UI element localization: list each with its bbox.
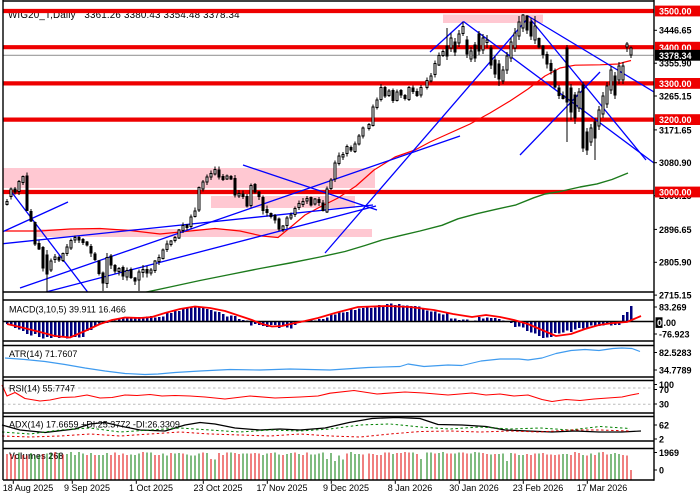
svg-text:70: 70 bbox=[659, 385, 669, 395]
svg-text:3500.00: 3500.00 bbox=[659, 7, 692, 17]
svg-text:3446.65: 3446.65 bbox=[659, 26, 692, 36]
svg-text:2715.15: 2715.15 bbox=[659, 291, 692, 301]
svg-text:3355.90: 3355.90 bbox=[659, 59, 692, 69]
svg-text:9 Dec 2025: 9 Dec 2025 bbox=[323, 483, 369, 493]
svg-text:3080.90: 3080.90 bbox=[659, 158, 692, 168]
svg-text:83.269: 83.269 bbox=[659, 302, 687, 312]
svg-text:3171.65: 3171.65 bbox=[659, 125, 692, 135]
svg-text:82.5283: 82.5283 bbox=[659, 348, 692, 358]
svg-text:62: 62 bbox=[659, 420, 669, 430]
svg-text:3000.00: 3000.00 bbox=[659, 188, 692, 198]
svg-text:0: 0 bbox=[657, 318, 662, 328]
svg-text:Volumes 268: Volumes 268 bbox=[9, 451, 63, 461]
svg-text:3400.00: 3400.00 bbox=[659, 43, 692, 53]
svg-text:34.7789: 34.7789 bbox=[659, 365, 692, 375]
svg-text:MACD(3,10,5) 39.911 16.466: MACD(3,10,5) 39.911 16.466 bbox=[9, 305, 126, 315]
svg-text:3265.15: 3265.15 bbox=[659, 91, 692, 101]
svg-text:WIG20_T,Daily 3361.26 3380.4: WIG20_T,Daily 3361.26 3380.43 3354.48 33… bbox=[8, 10, 240, 21]
svg-text:3378.34: 3378.34 bbox=[659, 51, 692, 61]
svg-text:23 Feb 2026: 23 Feb 2026 bbox=[513, 483, 564, 493]
svg-text:2896.65: 2896.65 bbox=[659, 225, 692, 235]
svg-text:3300.00: 3300.00 bbox=[659, 79, 692, 89]
svg-text:23 Oct 2025: 23 Oct 2025 bbox=[193, 483, 242, 493]
svg-text:17 Nov 2025: 17 Nov 2025 bbox=[256, 483, 307, 493]
svg-text:8 Jan 2026: 8 Jan 2026 bbox=[388, 483, 433, 493]
svg-text:2805.90: 2805.90 bbox=[659, 258, 692, 268]
svg-text:.00: .00 bbox=[664, 318, 677, 328]
svg-text:-76.923: -76.923 bbox=[659, 329, 690, 339]
svg-text:30 Jan 2026: 30 Jan 2026 bbox=[449, 483, 499, 493]
svg-text:30: 30 bbox=[659, 399, 669, 409]
svg-text:0: 0 bbox=[659, 465, 664, 475]
svg-text:RSI(14) 55.7747: RSI(14) 55.7747 bbox=[9, 384, 75, 394]
svg-text:1969: 1969 bbox=[659, 448, 679, 458]
svg-text:17 Mar 2026: 17 Mar 2026 bbox=[577, 483, 628, 493]
svg-text:9 Sep 2025: 9 Sep 2025 bbox=[64, 483, 110, 493]
svg-text:100: 100 bbox=[659, 380, 674, 390]
svg-text:ADX(14) 17.6659 +DI:25.3772 -D: ADX(14) 17.6659 +DI:25.3772 -DI:26.3309 bbox=[9, 420, 180, 430]
svg-text:18 Aug 2025: 18 Aug 2025 bbox=[3, 483, 54, 493]
svg-text:2: 2 bbox=[659, 434, 664, 444]
svg-text:ATR(14) 71.7607: ATR(14) 71.7607 bbox=[9, 349, 77, 359]
svg-text:3200.00: 3200.00 bbox=[659, 115, 692, 125]
svg-text:1 Oct 2025: 1 Oct 2025 bbox=[129, 483, 173, 493]
